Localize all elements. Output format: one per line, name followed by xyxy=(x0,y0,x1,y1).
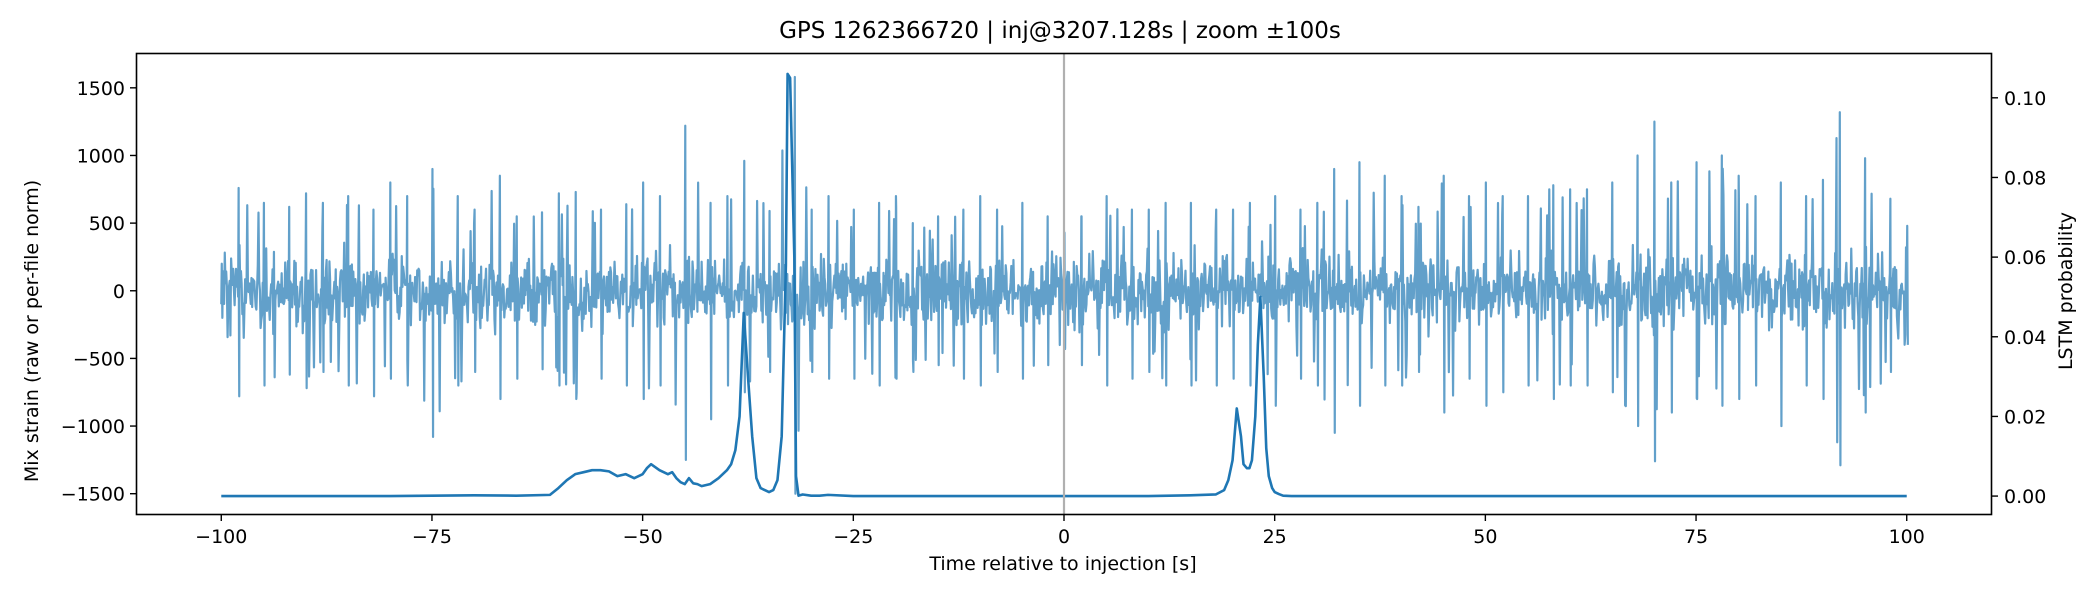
y-tick-label-right: 0.08 xyxy=(2004,167,2046,189)
y-tick-label-right: 0.06 xyxy=(2004,247,2046,269)
y-tick-label-right: 0.02 xyxy=(2004,406,2046,428)
lstm-probability-line xyxy=(221,72,1907,498)
y-tick-label-left: −500 xyxy=(73,348,125,370)
y-tick-label-right: 0.10 xyxy=(2004,88,2046,110)
x-tick-label: 25 xyxy=(1263,526,1287,548)
y-tick-label-left: 0 xyxy=(113,281,125,303)
y-tick-label-right: 0.04 xyxy=(2004,327,2046,349)
y-tick-label-left: 1000 xyxy=(77,145,125,167)
x-tick-label: 75 xyxy=(1684,526,1708,548)
x-tick-label: 50 xyxy=(1473,526,1497,548)
x-tick-label: −75 xyxy=(412,526,452,548)
x-tick-label: −100 xyxy=(195,526,247,548)
chart-title: GPS 1262366720 | inj@3207.128s | zoom ±1… xyxy=(779,18,1341,44)
y-tick-label-right: 0.00 xyxy=(2004,486,2046,508)
y-tick-label-left: 500 xyxy=(89,213,125,235)
y-axis-label-left: Mix strain (raw or per-file norm) xyxy=(21,180,43,482)
plot-frame xyxy=(135,52,1993,516)
x-axis-label: Time relative to injection [s] xyxy=(928,553,1196,575)
y-axis-label-right: LSTM probability xyxy=(2055,212,2077,370)
x-tick-label: 100 xyxy=(1889,526,1925,548)
y-tick-label-left: −1500 xyxy=(61,484,125,506)
x-tick-label: 0 xyxy=(1058,526,1070,548)
y-tick-label-left: −1000 xyxy=(61,416,125,438)
x-tick-label: −50 xyxy=(623,526,663,548)
x-tick-label: −25 xyxy=(833,526,873,548)
y-tick-label-left: 1500 xyxy=(77,78,125,100)
